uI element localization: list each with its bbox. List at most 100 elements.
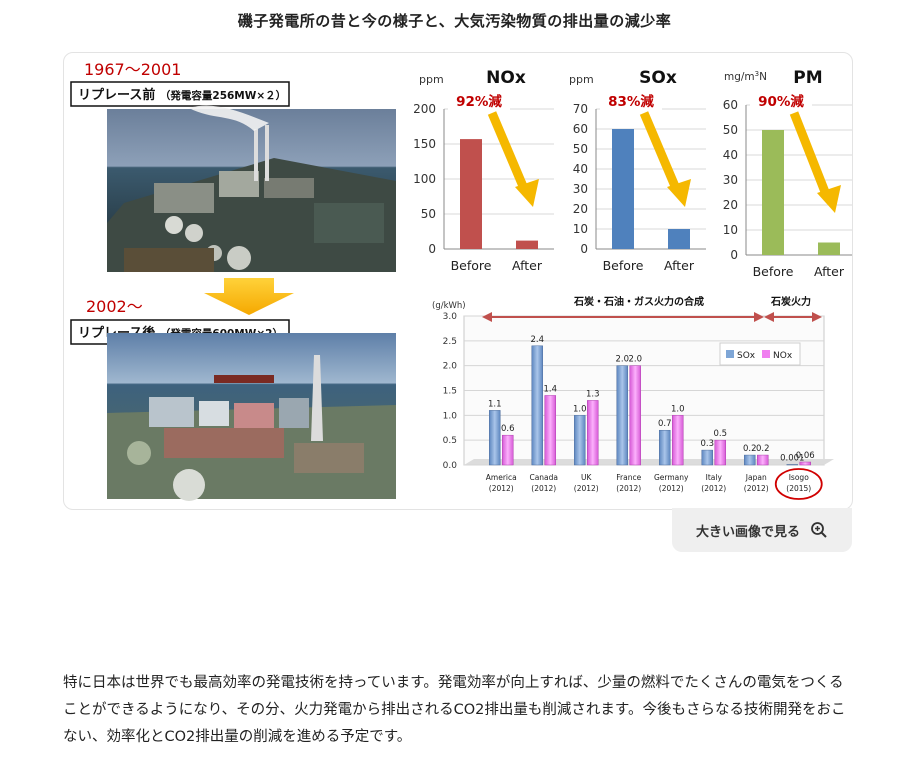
category-year: (2012) — [744, 484, 769, 493]
tick-label: 0 — [428, 242, 436, 256]
chart-nox: ppm NOx 0 50 100 150 200 Before After 92%減 — [413, 68, 554, 273]
category-label: After — [664, 258, 695, 273]
data-label-sox: 0.001 — [780, 454, 804, 464]
unit-label: ppm — [419, 73, 444, 86]
unit-label: mg/m3N — [724, 70, 767, 83]
arrow-head-icon — [817, 185, 841, 213]
bar-nox — [799, 461, 811, 466]
category-label: Canada — [529, 473, 558, 482]
after-photo — [107, 333, 396, 501]
data-label-sox: 1.1 — [488, 399, 502, 409]
before-label-text: リプレース前 — [78, 87, 155, 103]
reduction-bg — [600, 90, 662, 110]
group-label-isogo: 石炭火力 — [770, 295, 811, 308]
enlarge-label: 大きい画像で見る — [695, 524, 800, 540]
reduction-bg — [448, 90, 510, 110]
category-label: Germany — [654, 473, 689, 482]
tick-label: 3.0 — [443, 312, 458, 322]
tick-label: 0.0 — [443, 461, 458, 471]
bar-sox — [659, 429, 671, 466]
category-label: Isogo — [789, 473, 809, 482]
chart-sox: ppm SOx 0 10 20 30 40 50 60 70 Before After 83%減 — [569, 68, 706, 273]
bar-sox — [574, 415, 586, 466]
chart-title: PM — [793, 68, 822, 88]
bar-sox — [744, 454, 756, 466]
figure-card[interactable]: 1967～2001 リプレース前 （発電容量256MW×２） 2002～ リプレ… — [63, 52, 853, 510]
data-label-nox: 1.0 — [671, 404, 685, 414]
bar-nox — [629, 365, 641, 466]
category-label: Before — [451, 258, 492, 273]
bar-nox — [502, 434, 514, 466]
tick-label: 40 — [723, 148, 738, 162]
bar-before — [460, 139, 482, 249]
data-label-sox: 0.7 — [658, 419, 672, 429]
tick-label: 30 — [723, 173, 738, 187]
body-text: 特に日本は世界でも最高効率の発電技術を持っています。発電効率が向上すれば、少量の… — [63, 675, 846, 745]
plot-floor — [464, 459, 834, 465]
category-label: France — [616, 473, 641, 482]
tick-label: 0 — [580, 242, 588, 256]
page-title: 磯子発電所の昔と今の様子と、大気汚染物質の排出量の減少率 — [237, 12, 672, 30]
figure-image: 1967～2001 リプレース前 （発電容量256MW×２） 2002～ リプレ… — [70, 60, 852, 501]
after-period: 2002～ — [86, 297, 143, 316]
data-label-sox: 0.2 — [743, 444, 757, 454]
tick-label: 30 — [573, 182, 588, 196]
bar-nox — [714, 439, 726, 466]
bar-after — [668, 229, 690, 249]
before-period: 1967～2001 — [84, 60, 181, 79]
unit-main: mg/m — [724, 71, 755, 83]
category-year: (2015) — [786, 484, 811, 493]
before-photo — [107, 105, 396, 272]
bar-nox — [544, 395, 556, 466]
unit-label: ppm — [569, 73, 594, 86]
arrow-head-icon — [515, 179, 539, 207]
y-axis-label: (g/kWh) — [432, 301, 466, 311]
group-label-main: 石炭・石油・ガス火力の合成 — [573, 295, 704, 308]
data-label-sox: 2.0 — [615, 355, 629, 365]
category-label: America — [486, 473, 517, 482]
legend-swatch-sox — [726, 350, 734, 358]
reduction-label: 92%減 — [456, 93, 502, 110]
category-year: (2012) — [701, 484, 726, 493]
tick-label: 10 — [723, 223, 738, 237]
tick-label: 2.5 — [443, 337, 457, 347]
span-arrow-left-icon — [482, 312, 492, 322]
tick-label: 60 — [573, 122, 588, 136]
category-year: (2012) — [616, 484, 641, 493]
category-label: UK — [581, 473, 592, 482]
category-label: Before — [603, 258, 644, 273]
category-year: (2012) — [659, 484, 684, 493]
tick-label: 0 — [730, 248, 738, 262]
span-arrow-right-icon — [812, 312, 822, 322]
reduction-label: 90%減 — [758, 93, 804, 110]
tick-label: 2.0 — [443, 362, 458, 372]
enlarge-image-button[interactable]: 大きい画像で見る — [672, 508, 852, 552]
tick-label: 60 — [723, 98, 738, 112]
data-label-sox: 1.0 — [573, 404, 587, 414]
data-label-nox: 0.2 — [756, 444, 770, 454]
tick-label: 50 — [723, 123, 738, 137]
bar-nox — [757, 454, 769, 466]
arrow-shaft — [487, 111, 530, 193]
tick-label: 0.5 — [443, 436, 457, 446]
bar-sox — [616, 365, 628, 466]
reduction-bg — [750, 90, 812, 110]
span-arrow-right-icon — [754, 312, 764, 322]
data-label-nox: 2.0 — [628, 355, 642, 365]
legend: SOx NOx — [719, 342, 801, 366]
category-label: Japan — [745, 473, 767, 482]
zoom-in-icon — [811, 522, 827, 538]
data-label-nox: 0.5 — [713, 429, 727, 439]
data-label-nox: 1.4 — [543, 384, 557, 394]
bar-after — [818, 242, 840, 255]
tick-label: 20 — [723, 198, 738, 212]
tick-label: 40 — [573, 162, 588, 176]
highlight-circle — [774, 468, 823, 500]
down-arrow-icon — [204, 278, 294, 315]
tick-label: 100 — [413, 172, 436, 186]
category-label: Italy — [706, 473, 723, 482]
data-label-nox: 0.6 — [501, 424, 515, 434]
before-label: リプレース前 （発電容量256MW×２） — [78, 87, 286, 103]
bar-before — [762, 130, 784, 255]
